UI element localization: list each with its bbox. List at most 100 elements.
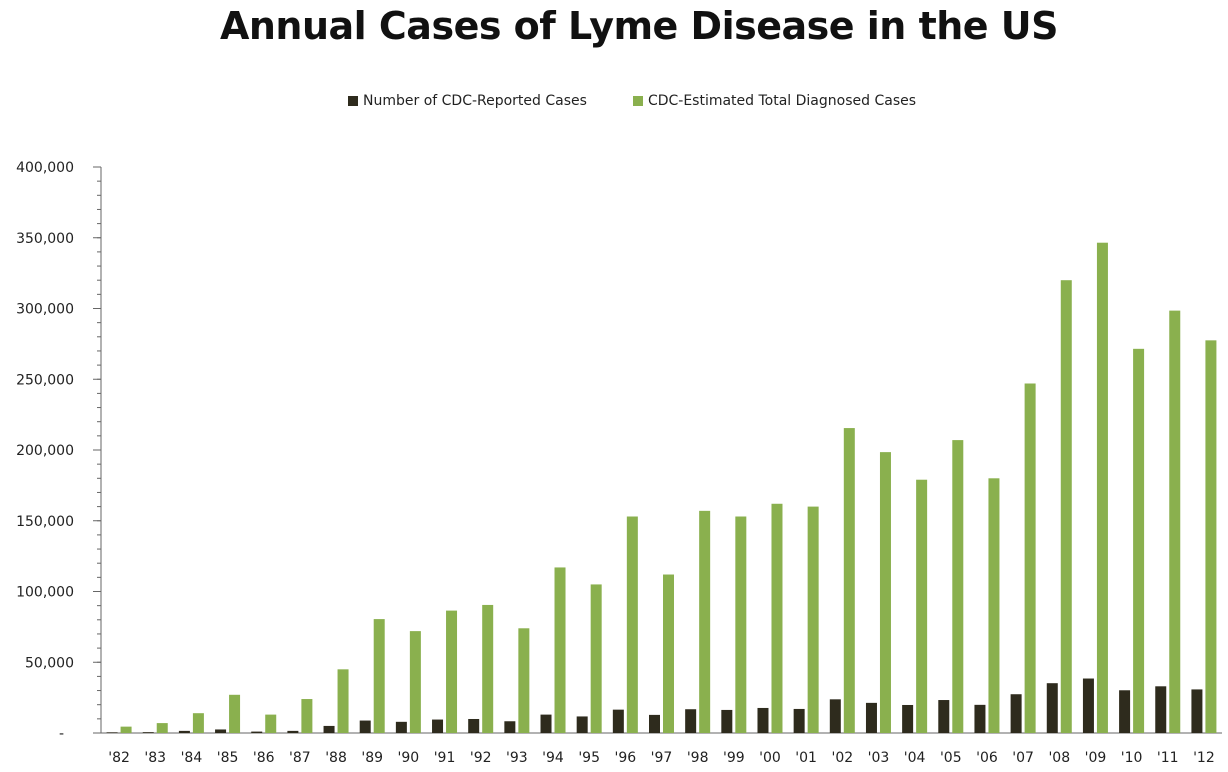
bar-estimated	[265, 714, 277, 733]
x-tick-label: '06	[976, 750, 998, 766]
x-tick-label: '09	[1085, 750, 1107, 766]
x-tick-label: '99	[723, 750, 745, 766]
bar-estimated	[735, 516, 747, 733]
x-tick-label: '97	[651, 750, 673, 766]
x-tick-label: '83	[144, 750, 166, 766]
x-tick-label: '90	[398, 750, 420, 766]
legend-label-reported: Number of CDC-Reported Cases	[363, 93, 587, 109]
bar-reported	[1046, 683, 1058, 733]
y-tick-label: 100,000	[16, 585, 74, 601]
x-tick-label: '93	[506, 750, 528, 766]
x-tick-label: '07	[1012, 750, 1034, 766]
y-tick-label: 300,000	[16, 302, 74, 318]
x-tick-label: '88	[325, 750, 347, 766]
bar-estimated	[771, 503, 783, 733]
bar-reported	[685, 709, 697, 733]
bar-estimated	[1096, 242, 1108, 733]
x-tick-label: '87	[289, 750, 311, 766]
bar-estimated	[590, 584, 602, 733]
bar-estimated	[518, 628, 530, 733]
chart-legend: Number of CDC-Reported Cases CDC-Estimat…	[348, 90, 962, 112]
bar-reported	[974, 704, 986, 733]
bar-reported	[1082, 678, 1094, 733]
bar-estimated	[229, 694, 241, 733]
x-tick-label: '91	[434, 750, 456, 766]
bar-reported	[178, 730, 190, 733]
bar-estimated	[446, 610, 458, 733]
x-tick-label: '10	[1121, 750, 1143, 766]
bar-reported	[938, 700, 950, 733]
x-tick-label: '03	[868, 750, 890, 766]
bar-reported	[395, 721, 407, 733]
bar-reported	[359, 720, 371, 733]
chart-title: Annual Cases of Lyme Disease in the US	[219, 4, 1059, 48]
bar-reported	[757, 707, 769, 733]
bar-reported	[793, 708, 805, 733]
y-tick-label: 400,000	[16, 160, 74, 176]
x-tick-label: '82	[108, 750, 130, 766]
legend-label-estimated: CDC-Estimated Total Diagnosed Cases	[647, 93, 917, 109]
bar-reported	[251, 731, 263, 733]
x-tick-label: '96	[615, 750, 637, 766]
bar-estimated	[156, 723, 168, 733]
bar-estimated	[916, 479, 928, 733]
y-tick-label: -	[59, 726, 64, 742]
bar-reported	[1119, 690, 1131, 733]
y-tick-label: 350,000	[16, 231, 74, 247]
x-tick-label: '98	[687, 750, 709, 766]
x-tick-label: '12	[1193, 750, 1215, 766]
bar-estimated	[482, 604, 494, 733]
bar-estimated	[988, 478, 1000, 733]
bar-reported	[323, 725, 335, 733]
bar-reported	[721, 709, 733, 733]
bar-reported	[287, 730, 299, 733]
bar-estimated	[879, 452, 891, 733]
x-tick-label: '89	[361, 750, 383, 766]
bar-estimated	[554, 567, 566, 733]
bar-reported	[504, 721, 516, 733]
y-tick-label: 150,000	[16, 514, 74, 530]
bar-reported	[1191, 689, 1203, 733]
bar-estimated	[699, 510, 711, 733]
x-tick-label: '84	[181, 750, 203, 766]
x-tick-label: '02	[831, 750, 853, 766]
bar-estimated	[843, 428, 855, 733]
legend-item-reported: Number of CDC-Reported Cases	[348, 93, 587, 109]
bar-estimated	[1024, 383, 1036, 733]
bar-reported	[829, 699, 841, 733]
legend-swatch-reported	[348, 96, 358, 106]
bar-estimated	[409, 631, 421, 733]
bar-estimated	[807, 506, 819, 733]
x-tick-label: '86	[253, 750, 275, 766]
bar-estimated	[1060, 280, 1072, 733]
y-tick-label: 250,000	[16, 372, 74, 388]
x-tick-label: '94	[542, 750, 564, 766]
bar-reported	[612, 709, 624, 733]
x-tick-label: '00	[759, 750, 781, 766]
bar-estimated	[120, 726, 132, 733]
x-tick-label: '05	[940, 750, 962, 766]
bar-estimated	[626, 516, 638, 733]
bar-estimated	[301, 699, 313, 733]
bar-reported	[540, 714, 552, 733]
bar-reported	[215, 729, 227, 733]
bar-reported	[432, 719, 444, 733]
bar-estimated	[337, 669, 349, 733]
y-tick-label: 200,000	[16, 443, 74, 459]
x-tick-label: '11	[1157, 750, 1179, 766]
bar-estimated	[1133, 348, 1145, 733]
bar-reported	[902, 704, 914, 733]
bar-reported	[468, 718, 480, 733]
y-tick-label: 50,000	[25, 655, 74, 671]
x-tick-label: '92	[470, 750, 492, 766]
bar-estimated	[373, 619, 385, 733]
x-tick-label: '85	[217, 750, 239, 766]
bar-reported	[106, 732, 118, 733]
bar-reported	[1155, 686, 1167, 733]
bar-estimated	[663, 574, 674, 733]
bar-reported	[1010, 694, 1022, 733]
bar-reported	[576, 716, 588, 733]
bar-estimated	[1169, 310, 1181, 733]
bar-reported	[649, 714, 660, 733]
